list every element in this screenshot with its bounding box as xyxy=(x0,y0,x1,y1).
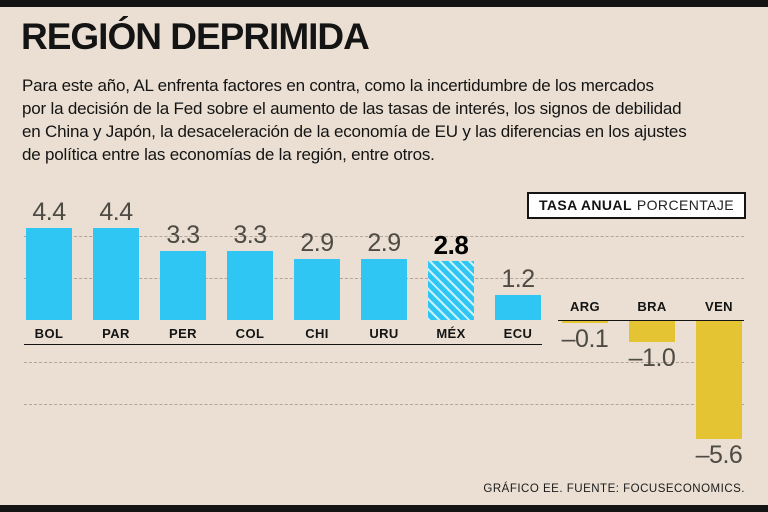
bar-value-VEN: –5.6 xyxy=(695,440,743,469)
chart-unit-label-bold: TASA ANUAL xyxy=(538,197,632,213)
bar-label-CHI: CHI xyxy=(305,326,329,341)
bar-CHI xyxy=(294,259,340,320)
bar-label-VEN: VEN xyxy=(705,299,733,314)
page-title: REGIÓN DEPRIMIDA xyxy=(21,16,370,57)
chart-unit-label-regular: PORCENTAJE xyxy=(636,197,734,213)
bar-label-COL: COL xyxy=(235,326,265,341)
intro-line-4: de política entre las economías de la re… xyxy=(22,145,435,164)
bar-ECU xyxy=(495,294,541,320)
bar-column-BOL: 4.4 BOL xyxy=(24,190,74,490)
bar-label-BRA: BRA xyxy=(637,299,667,314)
bar-value-BRA: –1.0 xyxy=(628,344,676,372)
bar-column-URU: 2.9 URU xyxy=(359,190,409,490)
bar-PER xyxy=(160,250,206,320)
bar-column-ECU: 1.2 ECU xyxy=(493,190,543,490)
bar-chart: 4.4 BOL 4.4 PAR 3.3 PER 3.3 COL 2.9 CHI 2.9 URU 2.8 M… xyxy=(0,190,768,490)
bar-value-URU: 2.9 xyxy=(367,229,401,258)
bar-label-ARG: ARG xyxy=(569,299,601,314)
bar-column-PER: 3.3 PER xyxy=(158,190,208,490)
bar-label-URU: URU xyxy=(369,326,399,341)
bar-value-PAR: 4.4 xyxy=(99,197,133,226)
top-black-rule xyxy=(0,0,768,7)
bar-column-ARG: –0.1 ARG xyxy=(560,190,610,490)
bar-value-ARG: –0.1 xyxy=(561,325,609,354)
bar-MÉX xyxy=(428,261,474,320)
axis-negative-baseline xyxy=(558,319,744,321)
intro-line-2: por la decisión de la Fed sobre el aumen… xyxy=(22,99,682,118)
bar-label-PAR: PAR xyxy=(102,326,130,341)
source-credit: GRÁFICO EE. FUENTE: FOCUSECONOMICS. xyxy=(483,483,745,495)
bar-VEN xyxy=(696,321,742,439)
gridline--4 xyxy=(24,404,744,405)
bar-column-BRA: –1.0 BRA xyxy=(627,190,677,490)
bar-URU xyxy=(361,259,407,320)
intro-line-1: Para este año, AL enfrenta factores en c… xyxy=(22,76,654,95)
intro-paragraph: Para este año, AL enfrenta factores en c… xyxy=(22,74,687,166)
bar-value-MÉX: 2.8 xyxy=(433,230,469,261)
bar-column-PAR: 4.4 PAR xyxy=(91,190,141,490)
bar-value-CHI: 2.9 xyxy=(300,229,334,258)
bar-value-COL: 3.3 xyxy=(233,220,267,249)
bar-column-CHI: 2.9 CHI xyxy=(292,190,342,490)
bar-column-COL: 3.3 COL xyxy=(225,190,275,490)
bar-COL xyxy=(227,250,273,320)
bar-ARG xyxy=(562,321,608,324)
bar-value-PER: 3.3 xyxy=(166,220,200,249)
gridline-4 xyxy=(24,236,744,237)
bar-label-MÉX: MÉX xyxy=(436,326,466,341)
axis-positive-baseline xyxy=(24,344,542,345)
intro-line-3: en China y Japón, la desaceleración de l… xyxy=(22,122,687,141)
bar-column-MÉX: 2.8 MÉX xyxy=(426,190,476,490)
bar-label-BOL: BOL xyxy=(34,326,64,341)
bar-value-BOL: 4.4 xyxy=(32,197,66,226)
bar-label-PER: PER xyxy=(169,326,197,341)
bottom-black-rule xyxy=(0,505,768,512)
gridline--2 xyxy=(24,362,744,363)
bar-column-VEN: –5.6 VEN xyxy=(694,190,744,490)
bar-label-ECU: ECU xyxy=(503,326,533,341)
bar-BOL xyxy=(26,227,72,320)
bar-value-ECU: 1.2 xyxy=(501,264,535,293)
bar-PAR xyxy=(93,227,139,320)
bar-BRA xyxy=(629,321,675,342)
chart-unit-label: TASA ANUAL PORCENTAJE xyxy=(526,192,746,219)
